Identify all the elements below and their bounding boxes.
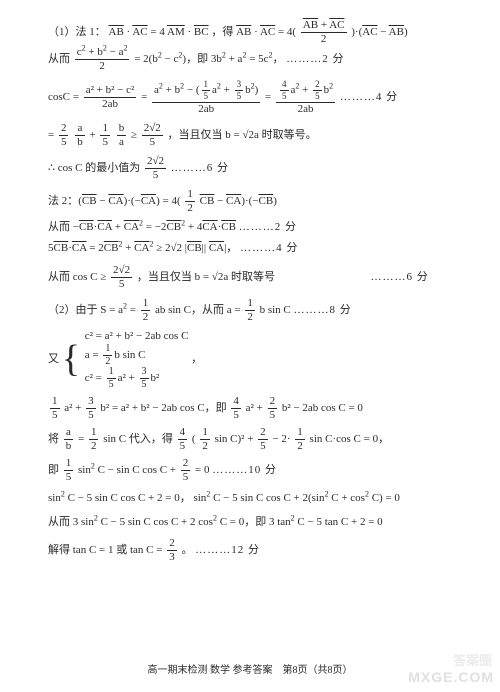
line-12: 将 ab = 12 sin C 代入，得 45 ( 12 sin C)² + 2… <box>48 427 462 452</box>
eq: = 4 <box>150 26 164 38</box>
line-system: 又 { c² = a² + b² − 2ab cos C a = 12b sin… <box>48 329 462 390</box>
line-11: 15 a² + 35 b² = a² + b² − 2ab cos C，即 45… <box>48 396 462 421</box>
line-4: = 25 ab + 15 ba ≥ 2√25 ，当且仅当 b = √2a 时取等… <box>48 123 462 148</box>
vec-AM: AM <box>167 26 185 38</box>
line-16: 解得 tan C = 1 或 tan C = 23 。 ………12 分 <box>48 538 462 563</box>
vec-AB: AB <box>109 26 124 38</box>
line-8: 5CB·CA = 2CB2 + CA2 ≥ 2√2 |CB|| CA|， ………… <box>48 241 462 256</box>
line-1: （1）法 1： AB · AC = 4 AM · BC ，得 AB · AC =… <box>48 20 462 45</box>
vec-AC: AC <box>132 26 147 38</box>
line-10: （2）由于 S = a2 = 12 ab sin C，从而 a = 12 b s… <box>48 298 462 323</box>
line-5: ∴ cos C 的最小值为 2√25 ………6 分 <box>48 156 462 181</box>
score-6: ………6 分 <box>171 162 229 174</box>
line-15: 从而 3 sin2 C − 5 sin C cos C + 2 cos2 C =… <box>48 515 462 530</box>
brace-icon: { <box>62 340 80 378</box>
frac: AB + AC2 <box>301 20 347 45</box>
txt: （1）法 1： <box>48 26 106 38</box>
watermark-icon: 答案圈 <box>453 652 492 670</box>
line-3: cosC = a² + b² − c²2ab = a2 + b2 − (15a2… <box>48 80 462 115</box>
score-10: ………10 分 <box>212 464 277 476</box>
score-8: ………8 分 <box>294 304 352 316</box>
line-9: 从而 cos C ≥ 2√25 ，当且仅当 b = √2a 时取等号 ………6 … <box>48 265 462 290</box>
score-2b: ………2 分 <box>239 221 297 233</box>
score-4b: ………4 分 <box>240 242 298 254</box>
txt: ，得 <box>211 26 236 38</box>
frac: c2 + b2 − a22 <box>75 47 130 72</box>
watermark-text: MXGE.COM <box>408 668 494 688</box>
score-2: ………2 分 <box>286 53 344 65</box>
line-6: 法 2：(CB − CA)·(−CA) = 4( 12 CB − CA)·(−C… <box>48 189 462 214</box>
vec-BC: BC <box>194 26 209 38</box>
line-13: 即 15 sin2 C − sin C cos C + 25 = 0 ………10… <box>48 458 462 483</box>
line-2: 从而 c2 + b2 − a22 = 2(b2 − c2)，即 3b2 + a2… <box>48 47 462 72</box>
score-12: ………12 分 <box>195 544 260 556</box>
score-6b: ………6 分 <box>370 271 428 283</box>
line-7: 从而 −CB·CA + CA2 = −2CB2 + 4CA·CB ………2 分 <box>48 220 462 235</box>
score-4: ………4 分 <box>340 91 398 103</box>
line-14: sin2 C − 5 sin C cos C + 2 = 0， sin2 C −… <box>48 491 462 506</box>
